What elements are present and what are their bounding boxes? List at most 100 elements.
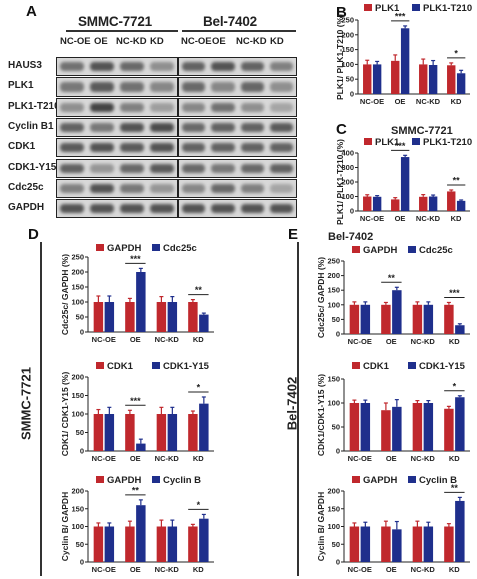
blot-band bbox=[211, 163, 235, 173]
bar bbox=[444, 304, 454, 334]
bar bbox=[391, 199, 400, 211]
y-axis-label: Cyclin B/ GAPDH bbox=[316, 492, 326, 561]
blot-header-bel: Bel-7402 bbox=[203, 14, 257, 29]
blot-band bbox=[60, 204, 84, 214]
bar bbox=[125, 414, 135, 451]
x-tick-label: NC-KD bbox=[155, 454, 180, 463]
blot-band bbox=[90, 143, 114, 153]
blot-strip bbox=[56, 77, 178, 97]
x-tick-label: NC-OE bbox=[360, 97, 384, 106]
blot-band bbox=[182, 102, 206, 112]
blot-band bbox=[240, 163, 264, 173]
y-axis-label: Cyclin B/ GAPDH bbox=[60, 492, 70, 561]
bar bbox=[188, 526, 198, 562]
y-tick-label: 50 bbox=[332, 540, 340, 549]
blot-band bbox=[90, 204, 114, 214]
bar bbox=[455, 325, 465, 334]
y-tick-label: 200 bbox=[341, 178, 354, 187]
y-tick-label: 0 bbox=[80, 328, 84, 337]
lane-label-smmc: NC-KD bbox=[116, 36, 147, 47]
bar bbox=[349, 526, 360, 562]
legend-label: GAPDH bbox=[363, 475, 397, 486]
x-tick-label: KD bbox=[449, 337, 460, 346]
blot-band bbox=[60, 163, 84, 173]
blot-band bbox=[211, 122, 235, 133]
side-divider-d bbox=[40, 242, 42, 576]
y-tick-label: 0 bbox=[336, 447, 340, 456]
panel-letter-d: D bbox=[28, 226, 39, 243]
side-divider-e bbox=[297, 242, 299, 576]
bar bbox=[104, 302, 115, 332]
significance-label: ** bbox=[132, 485, 140, 495]
blot-band bbox=[60, 183, 84, 194]
blot-band bbox=[120, 163, 144, 173]
blot-band bbox=[240, 82, 264, 92]
y-tick-label: 0 bbox=[336, 558, 340, 567]
significance-label: ** bbox=[453, 175, 461, 185]
bar bbox=[447, 191, 456, 211]
blot-band bbox=[90, 122, 114, 133]
legend-swatch bbox=[352, 246, 360, 253]
y-tick-label: 200 bbox=[71, 487, 84, 496]
y-tick-label: 100 bbox=[327, 522, 340, 531]
blot-band bbox=[90, 183, 114, 194]
bar bbox=[381, 410, 391, 451]
blot-strip bbox=[56, 138, 178, 158]
blot-band bbox=[60, 82, 84, 92]
bar bbox=[400, 157, 410, 211]
blot-band bbox=[90, 102, 114, 112]
lane-label-bel: KD bbox=[270, 36, 284, 47]
bar bbox=[412, 403, 423, 451]
legend-label: PLK1 bbox=[375, 3, 400, 14]
blot-strip bbox=[178, 97, 297, 117]
blot-strip bbox=[178, 138, 297, 158]
blot-band bbox=[269, 82, 293, 92]
bar bbox=[447, 65, 456, 94]
y-tick-label: 0 bbox=[336, 330, 340, 339]
blot-band bbox=[150, 143, 174, 153]
bar bbox=[156, 526, 167, 562]
x-tick-label: OE bbox=[386, 337, 397, 346]
blot-band bbox=[269, 122, 293, 133]
blot-band bbox=[150, 163, 174, 173]
x-tick-label: NC-KD bbox=[416, 97, 441, 106]
blot-band bbox=[269, 183, 293, 194]
bar bbox=[125, 526, 135, 562]
significance-label: ** bbox=[195, 285, 203, 295]
bar bbox=[360, 526, 371, 562]
bar bbox=[360, 304, 371, 334]
y-tick-label: 100 bbox=[71, 522, 84, 531]
blot-band bbox=[269, 62, 293, 72]
legend-label: PLK1-T210 bbox=[423, 3, 472, 14]
bar bbox=[360, 403, 371, 451]
blot-band bbox=[269, 163, 293, 173]
y-tick-label: 150 bbox=[327, 375, 340, 384]
y-tick-label: 200 bbox=[327, 487, 340, 496]
legend-label: CDK1-Y15 bbox=[163, 361, 210, 372]
significance-label: *** bbox=[130, 396, 141, 406]
bar bbox=[93, 302, 104, 332]
blot-row-label: GAPDH bbox=[8, 202, 45, 214]
x-tick-label: OE bbox=[386, 565, 397, 574]
blot-band bbox=[211, 183, 235, 194]
x-tick-label: KD bbox=[193, 454, 204, 463]
bar bbox=[381, 526, 391, 562]
significance-label: * bbox=[197, 382, 201, 392]
bar bbox=[93, 526, 104, 562]
blot-strip bbox=[56, 57, 178, 77]
x-tick-label: NC-OE bbox=[92, 565, 116, 574]
lane-label-bel: NC-KD bbox=[236, 36, 267, 47]
x-tick-label: NC-KD bbox=[411, 565, 436, 574]
blot-strip bbox=[56, 117, 178, 138]
bar bbox=[156, 414, 167, 451]
lane-label-bel: OE bbox=[212, 36, 226, 47]
bar bbox=[136, 272, 146, 332]
legend-swatch bbox=[408, 362, 416, 369]
x-tick-label: NC-OE bbox=[92, 454, 116, 463]
significance-label: ** bbox=[451, 483, 459, 493]
y-tick-label: 100 bbox=[71, 410, 84, 419]
bar bbox=[363, 64, 372, 94]
blot-row-label: HAUS3 bbox=[8, 60, 42, 71]
